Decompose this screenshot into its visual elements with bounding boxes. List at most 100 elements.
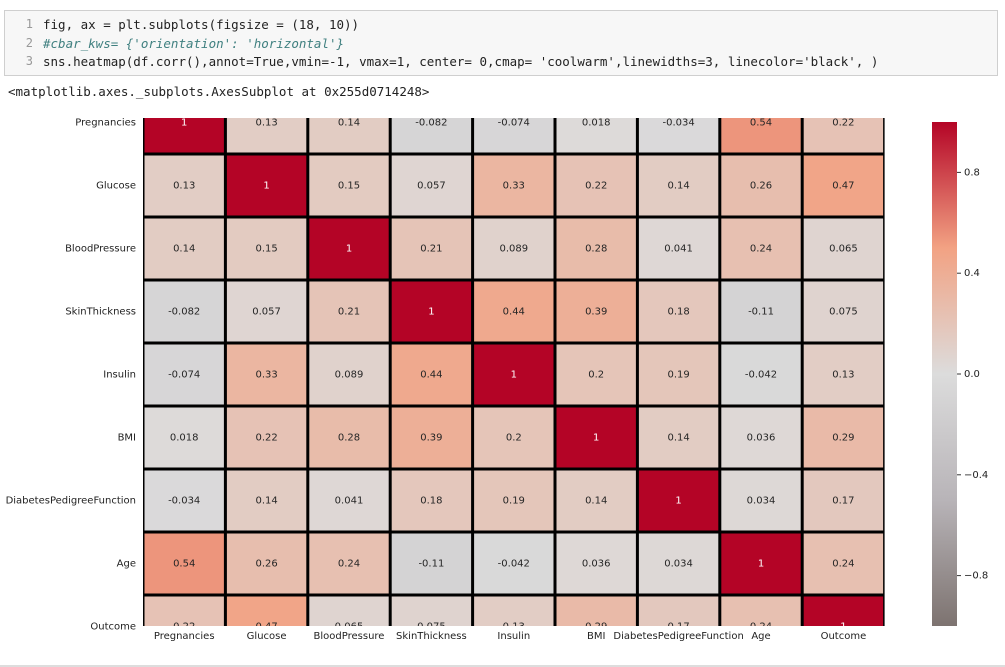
y-tick-label: BloodPressure (65, 244, 136, 255)
heatmap-cell (638, 118, 719, 153)
cell-annotation: 0.15 (255, 244, 277, 255)
cell-annotation: 1 (758, 559, 764, 570)
code-line: sns.heatmap(df.corr(),annot=True,vmin=-1… (43, 54, 879, 69)
heatmap-cell (226, 218, 307, 279)
cell-annotation: 1 (263, 181, 269, 192)
cell-annotation: -0.074 (498, 118, 530, 129)
cell-annotation: 0.041 (664, 244, 693, 255)
heatmap-cell (721, 470, 801, 531)
code-cell[interactable]: 1 2 3 fig, ax = plt.subplots(figsize = (… (4, 10, 998, 76)
x-tick-label: DiabetesPedigreeFunction (613, 631, 743, 642)
heatmap-cell (391, 281, 472, 342)
x-tick-label: BloodPressure (314, 631, 385, 642)
x-tick-label: Age (751, 631, 770, 642)
cell-annotation: 0.22 (832, 118, 854, 129)
cell-annotation: -0.042 (745, 370, 777, 381)
cell-annotation: 0.14 (667, 181, 689, 192)
cell-annotation: 0.47 (255, 622, 277, 633)
cell-annotation: 0.089 (499, 244, 528, 255)
output-text: <matplotlib.axes._subplots.AxesSubplot a… (8, 84, 430, 99)
heatmap-cell (556, 470, 636, 531)
heatmap-cell (803, 281, 884, 342)
cell-annotation: 0.19 (667, 370, 689, 381)
heatmap-cell (638, 533, 719, 594)
code-line: fig, ax = plt.subplots(figsize = (18, 10… (43, 17, 360, 32)
cell-annotation: 0.47 (832, 181, 854, 192)
cell-annotation: 0.036 (747, 433, 776, 444)
cell-annotation: 0.21 (338, 307, 360, 318)
colorbar (932, 122, 957, 626)
x-tick-label: SkinThickness (396, 631, 467, 642)
cell-annotation: 0.39 (420, 433, 442, 444)
heatmap-cell (144, 407, 224, 468)
x-tick-label: Pregnancies (154, 631, 215, 642)
cell-annotation: 0.29 (585, 622, 607, 633)
plot-area: 1 0.13 0.14 -0.082 -0.074 0.018 -0.034 0.54 0.22… (143, 118, 885, 633)
cell-annotation: 0.26 (750, 181, 772, 192)
cell-annotation: 0.26 (255, 559, 277, 570)
heatmap-cell (638, 344, 719, 405)
colorbar-tick-label: 0.4 (964, 268, 980, 279)
cell-annotation: 0.13 (173, 181, 195, 192)
heatmap-cell (803, 155, 884, 216)
x-tick-label: Glucose (247, 631, 287, 642)
heatmap-cell (721, 218, 801, 279)
heatmap-cell (144, 533, 224, 594)
cell-annotation: 0.33 (255, 370, 277, 381)
cell-annotation: 0.39 (585, 307, 607, 318)
cell-annotation: 1 (593, 433, 599, 444)
heatmap-cell (144, 281, 224, 342)
heatmap-cell (474, 596, 554, 626)
heatmap-cell (226, 533, 307, 594)
y-tick-label: Pregnancies (75, 118, 136, 129)
heatmap-cell (226, 155, 307, 216)
cell-annotation: 0.089 (335, 370, 364, 381)
x-tick-label: Insulin (497, 631, 530, 642)
cell-annotation: 0.065 (335, 622, 364, 633)
heatmap-cell (638, 470, 719, 531)
heatmap-cell (721, 533, 801, 594)
heatmap-cell (309, 470, 389, 531)
cell-annotation: 0.034 (747, 496, 776, 507)
heatmap-cell (474, 155, 554, 216)
heatmap-cell (391, 344, 472, 405)
cell-annotation: 0.14 (667, 433, 689, 444)
y-tick-label: BMI (118, 433, 136, 444)
colorbar-tick-label: 0.0 (964, 369, 980, 380)
cell-annotation: 0.22 (173, 622, 195, 633)
heatmap-cell (144, 596, 224, 626)
y-tick-label: SkinThickness (65, 307, 136, 318)
colorbar-tick-label: −0.4 (964, 470, 988, 481)
y-tick-label: Outcome (90, 622, 136, 633)
heatmap-cell (474, 533, 554, 594)
heatmap-cell (556, 218, 636, 279)
cell-annotation: 0.28 (585, 244, 607, 255)
heatmap-cell (226, 118, 307, 153)
cell-annotation: 0.065 (829, 244, 858, 255)
heatmap-cell (144, 344, 224, 405)
heatmap-cell (144, 218, 224, 279)
heatmap-cell (721, 281, 801, 342)
cell-annotation: 1 (428, 307, 434, 318)
heatmap-cell (226, 596, 307, 626)
cell-annotation: 0.21 (420, 244, 442, 255)
line-number: 1 (25, 17, 33, 31)
cell-annotation: -0.11 (418, 559, 444, 570)
cell-annotation: 1 (181, 118, 187, 129)
cell-annotation: 0.24 (750, 622, 772, 633)
cell-annotation: 1 (840, 622, 846, 633)
colorbar-tick-label: −0.8 (964, 571, 988, 582)
heatmap-cell (556, 533, 636, 594)
cell-annotation: 0.22 (255, 433, 277, 444)
heatmap-cell (638, 281, 719, 342)
code-line: #cbar_kws= {'orientation': 'horizontal'} (43, 36, 345, 51)
heatmap-cell (803, 533, 884, 594)
heatmap-cell (474, 118, 554, 153)
heatmap-cell (638, 155, 719, 216)
heatmap-cell (391, 470, 472, 531)
cell-annotation: 0.057 (417, 181, 446, 192)
cell-annotation: -0.082 (168, 307, 200, 318)
heatmap-cell (803, 218, 884, 279)
cell-annotation: 0.17 (667, 622, 689, 633)
heatmap-cell (474, 344, 554, 405)
